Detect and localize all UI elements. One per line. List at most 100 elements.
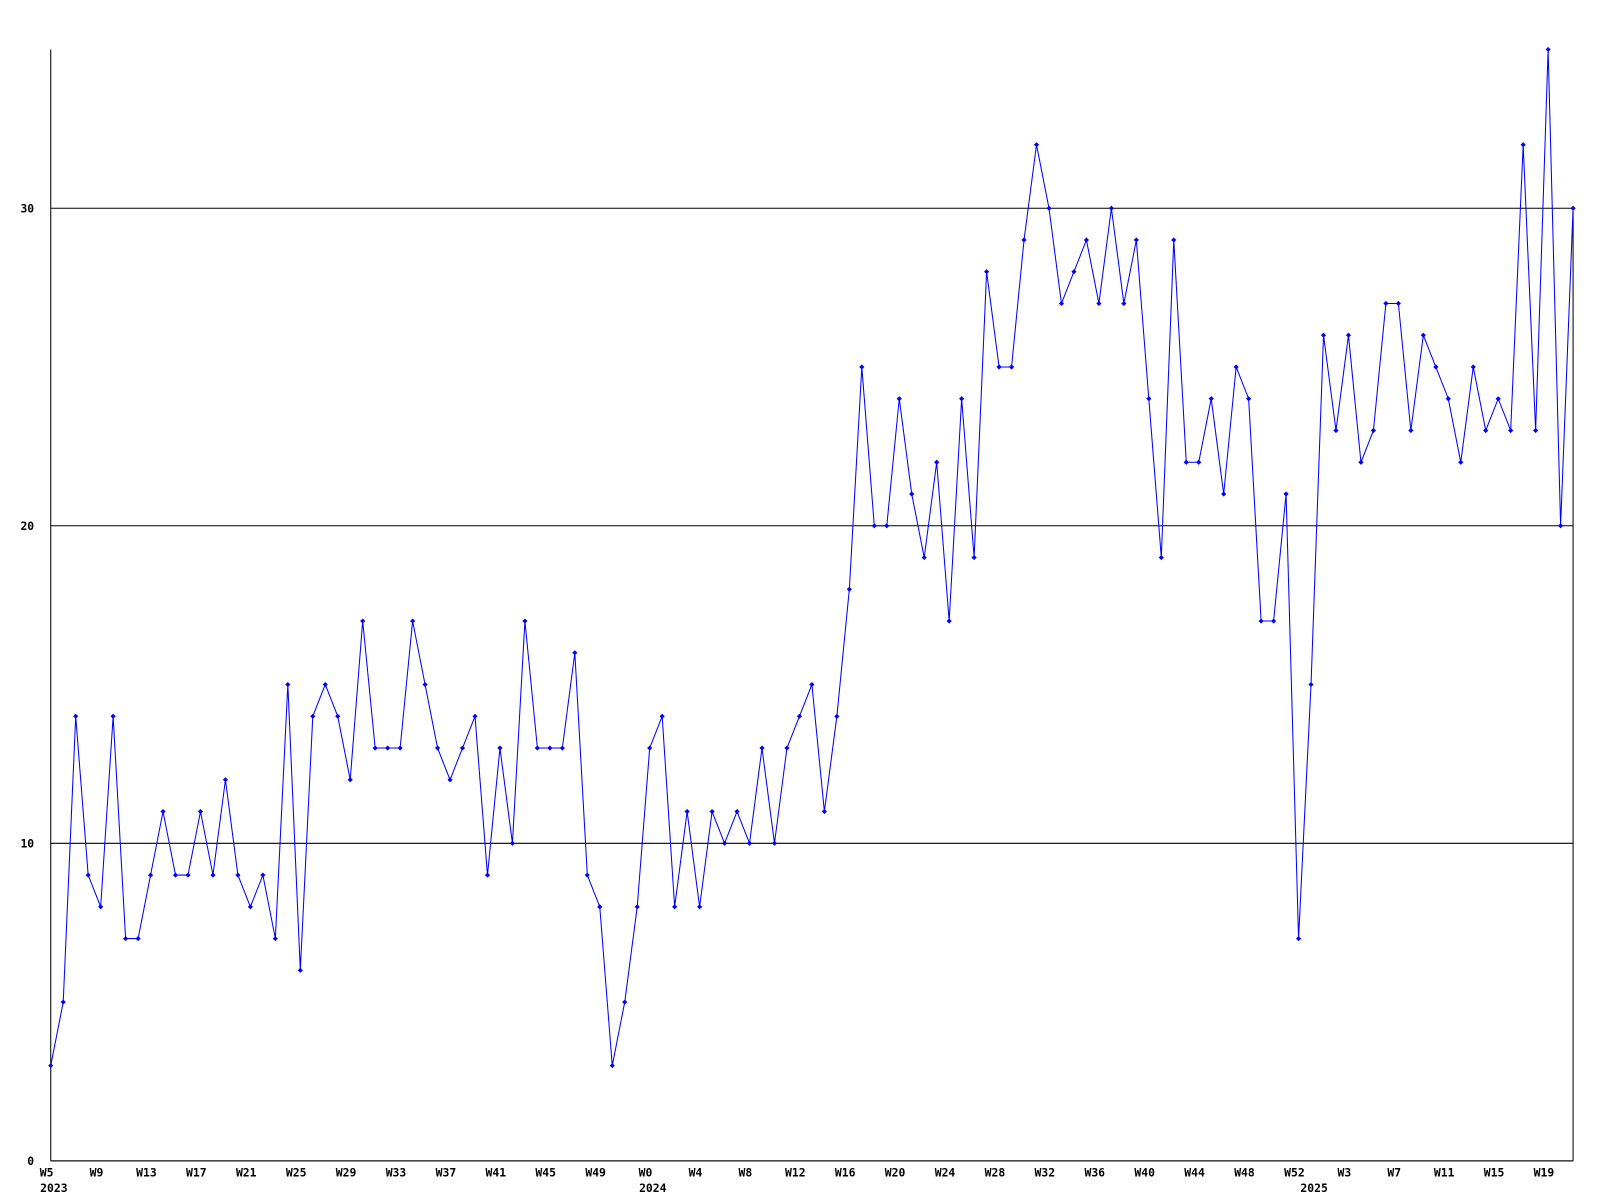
point (909, 491, 915, 497)
x-tick-label: W29 (336, 1165, 357, 1179)
point (1370, 427, 1377, 434)
x-tick-label: W45 (535, 1165, 556, 1179)
x-tick-label: W4 (689, 1165, 703, 1179)
x-tick-label: W8 (739, 1165, 753, 1179)
x-year-label: 2024 (639, 1181, 667, 1195)
x-tick-label: W16 (835, 1165, 856, 1179)
x-tick-label: W20 (885, 1165, 906, 1179)
point (971, 554, 977, 561)
point (372, 745, 378, 751)
point (934, 459, 940, 465)
point (185, 872, 191, 878)
point (1295, 936, 1302, 942)
point (547, 745, 553, 751)
point (859, 364, 865, 370)
point (422, 681, 428, 688)
point (534, 745, 540, 751)
x-tick-label: W15 (1484, 1165, 1505, 1179)
x-tick-label: W12 (785, 1165, 806, 1179)
x-tick-label: W24 (935, 1165, 956, 1179)
point (1333, 427, 1339, 434)
point (385, 745, 391, 751)
x-tick-label: W40 (1134, 1165, 1155, 1179)
point (1058, 300, 1065, 307)
point (759, 745, 765, 751)
point (522, 618, 528, 624)
point (135, 936, 141, 942)
point (1445, 396, 1451, 402)
point (996, 364, 1002, 370)
point (397, 745, 403, 751)
point (1158, 554, 1164, 561)
x-tick-label: W36 (1084, 1165, 1105, 1179)
point (1395, 300, 1401, 307)
point (921, 554, 927, 561)
x-tick-label: W49 (585, 1165, 606, 1179)
point (1246, 396, 1252, 402)
point (1121, 300, 1127, 307)
point (410, 618, 416, 624)
x-tick-label: W19 (1534, 1165, 1555, 1179)
x-tick-label: W41 (486, 1165, 507, 1179)
x-tick-label: W32 (1035, 1165, 1056, 1179)
x-tick-label: W52 (1284, 1165, 1305, 1179)
point (1133, 237, 1139, 243)
x-tick-label: W0 (639, 1165, 653, 1179)
point (147, 872, 154, 878)
point (896, 396, 902, 402)
x-tick-label: W3 (1337, 1165, 1351, 1179)
y-tick-label: 30 (20, 201, 34, 215)
point (821, 808, 827, 815)
point (1433, 364, 1439, 370)
x-year-label: 2023 (40, 1181, 68, 1195)
point (260, 872, 266, 878)
point (285, 681, 291, 688)
x-tick-label: W44 (1184, 1165, 1205, 1179)
point (1183, 459, 1189, 465)
point (1096, 300, 1102, 307)
x-tick-label: W33 (386, 1165, 407, 1179)
point (1470, 364, 1476, 370)
y-tick-label: 20 (20, 519, 34, 533)
point (959, 396, 965, 402)
x-tick-label: W9 (90, 1165, 104, 1179)
point (609, 1063, 615, 1069)
y-tick-label: 0 (27, 1154, 34, 1168)
x-tick-label: W48 (1234, 1165, 1255, 1179)
point (1021, 237, 1027, 243)
point (48, 1063, 54, 1069)
point (584, 872, 590, 878)
point (235, 872, 241, 878)
point (946, 618, 952, 624)
point (322, 681, 328, 688)
point (784, 745, 790, 751)
point (1408, 427, 1414, 434)
point (1308, 681, 1314, 688)
x-tick-label: W13 (136, 1165, 157, 1179)
point (1171, 237, 1177, 243)
point (559, 745, 565, 751)
x-year-label: 2025 (1300, 1181, 1328, 1195)
point (734, 808, 740, 815)
point (1208, 396, 1214, 402)
point (459, 745, 466, 751)
point (1196, 459, 1202, 465)
x-tick-label: W21 (236, 1165, 257, 1179)
point (85, 872, 91, 878)
point (1283, 491, 1289, 497)
point (809, 681, 815, 688)
point (1233, 364, 1239, 370)
x-tick-label: W28 (985, 1165, 1006, 1179)
point (1358, 459, 1364, 465)
x-tick-label: W17 (186, 1165, 207, 1179)
x-tick-label: W5 (40, 1165, 54, 1179)
point (1495, 396, 1501, 402)
point (984, 269, 990, 275)
point (1046, 205, 1052, 211)
point (1008, 364, 1015, 370)
x-tick-label: W11 (1434, 1165, 1455, 1179)
x-tick-label: W25 (286, 1165, 307, 1179)
